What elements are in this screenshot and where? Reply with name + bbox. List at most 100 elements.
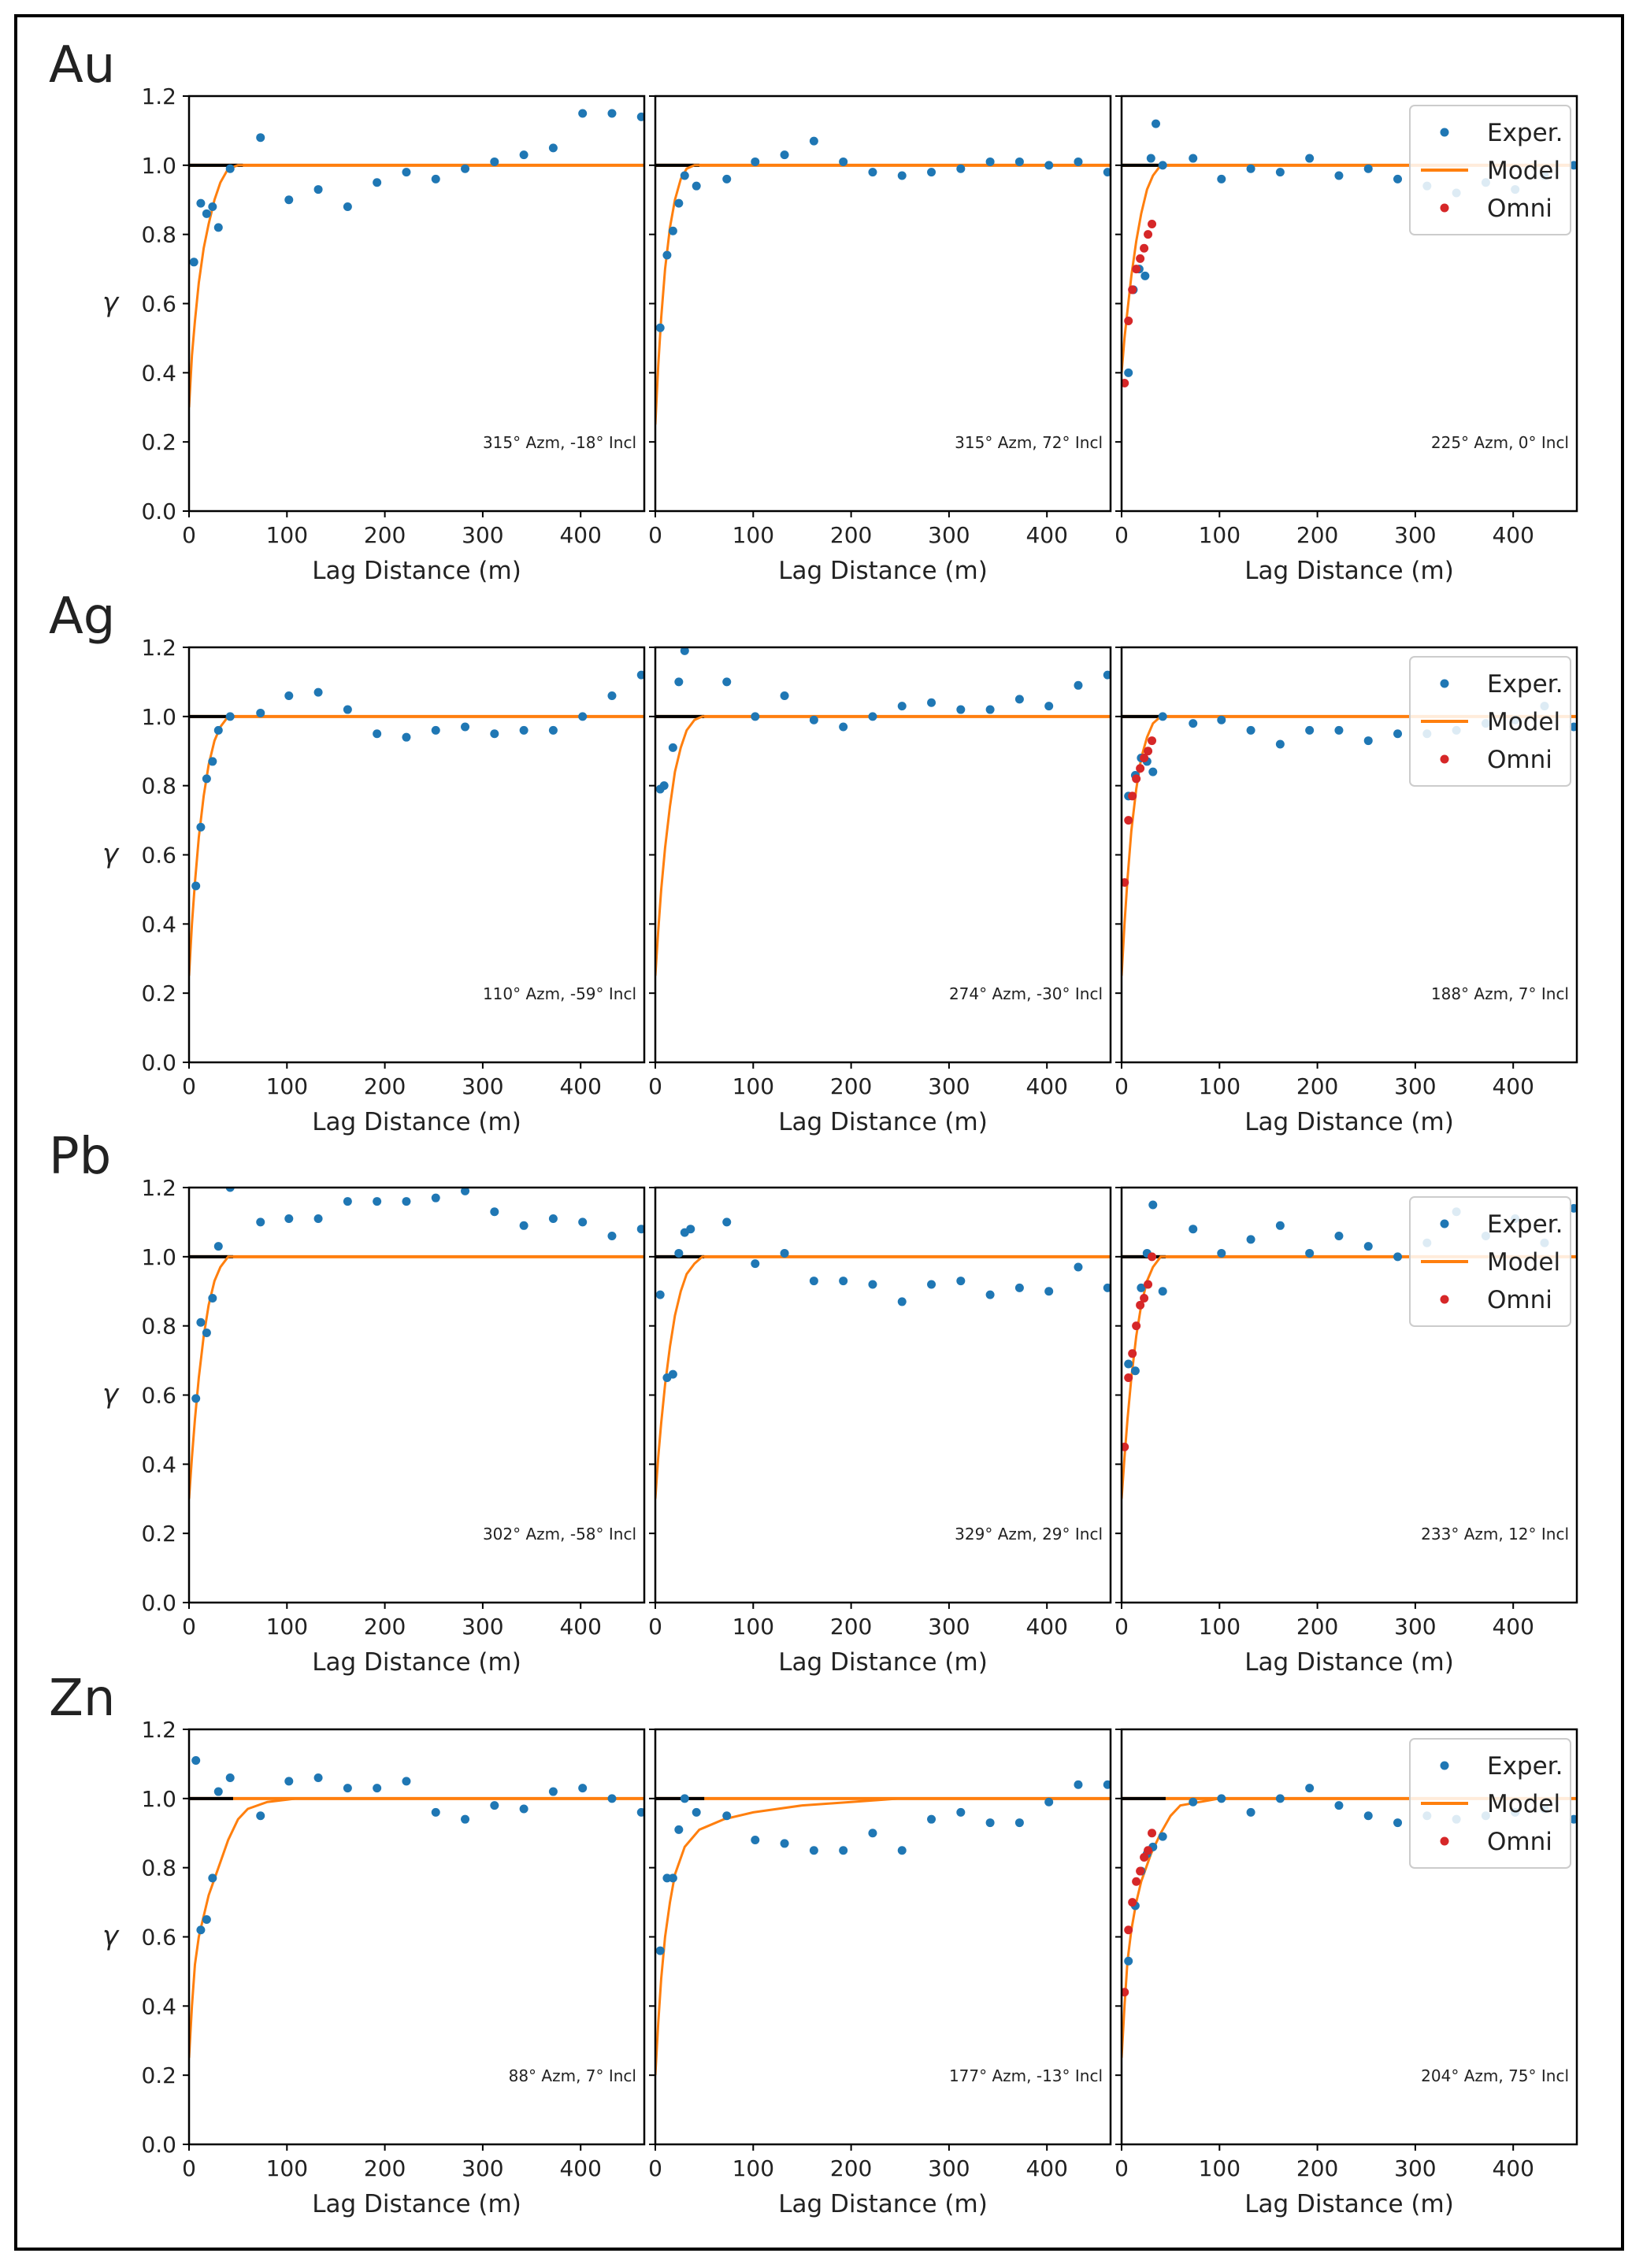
exper-point	[956, 164, 966, 173]
exper-point	[461, 722, 470, 732]
legend-box	[1409, 1738, 1571, 1869]
exper-point	[1074, 157, 1083, 166]
omni-point	[1124, 316, 1133, 325]
panel-pb-2: 0 100 200 300 400 Lag Distance (m) 329° Azm, 2…	[648, 1186, 1112, 1677]
exper-point	[636, 670, 644, 680]
y-tick-label: 1.0	[141, 153, 176, 179]
exper-point	[548, 1214, 558, 1224]
exper-point	[1148, 767, 1158, 776]
exper-point	[868, 168, 877, 177]
x-tick-label: 0	[182, 1073, 196, 1099]
y-tick-label: 1.2	[141, 83, 176, 109]
exper-point	[751, 1259, 760, 1269]
exper-point	[809, 715, 818, 724]
exper-point	[1334, 1801, 1344, 1810]
x-tick-label: 400	[1492, 522, 1534, 548]
exper-point	[1305, 1784, 1315, 1793]
exper-point	[668, 743, 677, 752]
exper-point	[607, 1794, 617, 1803]
exper-point	[1393, 1252, 1403, 1262]
exper-point	[809, 1277, 818, 1286]
exper-point	[1103, 1780, 1111, 1789]
x-tick-label: 400	[1025, 1614, 1067, 1640]
exper-point	[191, 1756, 201, 1766]
legend-omni-label: Omni	[1487, 746, 1552, 774]
exper-point	[1137, 1283, 1146, 1292]
panel-au-2: 0 100 200 300 400 Lag Distance (m) 315° Azm, 7…	[648, 94, 1112, 585]
exper-point	[313, 1214, 323, 1224]
exper-point	[490, 1207, 499, 1217]
y-tick-label: 0.4	[141, 1451, 176, 1477]
y-tick-label: 1.0	[141, 1244, 176, 1270]
model-curve	[189, 1797, 644, 2059]
exper-point	[868, 712, 877, 721]
exper-point	[1305, 154, 1315, 163]
exper-point	[313, 1773, 323, 1782]
exper-point	[431, 174, 440, 183]
exper-point	[1305, 725, 1315, 735]
exper-point	[1014, 1283, 1024, 1292]
exper-point	[402, 732, 411, 742]
row-pb: Pb γ 0 100 200 300 400 0.0 0.2 0.4 0.6 0.8 1.0 1.2 Lag…	[49, 1128, 1578, 1677]
legend-model-label: Model	[1487, 1248, 1560, 1277]
axes-frame	[654, 646, 1112, 1064]
legend-exper-label: Exper.	[1487, 670, 1563, 699]
x-tick-label: 0	[182, 522, 196, 548]
plot-area	[189, 1188, 644, 1499]
x-tick-label: 200	[364, 2155, 406, 2181]
exper-point	[751, 1836, 760, 1845]
omni-point	[1148, 219, 1157, 228]
x-tick-label: 100	[266, 522, 308, 548]
exper-point	[343, 202, 352, 212]
exper-point	[897, 1846, 907, 1855]
axes-frame	[1120, 94, 1578, 513]
legend-exper-marker	[1440, 1761, 1449, 1770]
legend-model-label: Model	[1487, 1790, 1560, 1818]
exper-point	[956, 1807, 966, 1817]
exper-point	[722, 174, 732, 183]
direction-annotation: 204° Azm, 75° Incl	[1421, 2066, 1569, 2085]
omni-point	[1128, 285, 1137, 295]
x-tick-label: 200	[1296, 1614, 1338, 1640]
exper-point	[402, 1197, 411, 1206]
axes-frame	[654, 94, 1112, 513]
x-axis-label: Lag Distance (m)	[778, 1648, 988, 1677]
x-axis-label: Lag Distance (m)	[1244, 557, 1454, 585]
x-tick-label: 300	[462, 2155, 503, 2181]
exper-point	[213, 223, 223, 232]
x-tick-label: 400	[1025, 2155, 1067, 2181]
y-tick-label: 1.2	[141, 635, 176, 661]
element-label: Ag	[49, 587, 115, 646]
exper-point	[256, 133, 265, 143]
x-axis-label: Lag Distance (m)	[312, 1108, 521, 1136]
exper-point	[668, 226, 677, 235]
x-tick-label: 100	[1199, 1073, 1241, 1099]
x-tick-label: 400	[1025, 522, 1067, 548]
y-tick-label: 0.6	[141, 1925, 176, 1951]
row-ag: Ag γ 0 100 200 300 400 0.0 0.2 0.4 0.6 0.8 1.0 1.2 Lag…	[49, 587, 1578, 1136]
omni-point	[1140, 754, 1149, 763]
exper-point	[1044, 1287, 1054, 1296]
legend-exper-marker	[1440, 679, 1449, 688]
exper-point	[202, 209, 211, 218]
exper-point	[1124, 368, 1133, 377]
omni-point	[1124, 1925, 1133, 1935]
exper-point	[202, 1328, 211, 1337]
x-tick-label: 300	[1394, 2155, 1436, 2181]
element-label: Pb	[49, 1128, 111, 1186]
direction-annotation: 315° Azm, -18° Incl	[483, 433, 636, 452]
exper-point	[343, 1784, 352, 1793]
exper-point	[1189, 719, 1198, 728]
y-tick-label: 1.2	[141, 1717, 176, 1743]
model-curve	[655, 1797, 1111, 2076]
exper-point	[461, 1188, 470, 1195]
legend: Exper. Model Omni	[1409, 105, 1571, 235]
exper-point	[668, 1873, 677, 1883]
omni-point	[1144, 1846, 1153, 1855]
exper-point	[985, 1290, 995, 1299]
axes-frame	[654, 1728, 1112, 2146]
x-tick-label: 300	[928, 1073, 970, 1099]
axes-frame	[1120, 1186, 1578, 1604]
direction-annotation: 233° Azm, 12° Incl	[1421, 1525, 1569, 1544]
exper-point	[431, 725, 440, 735]
